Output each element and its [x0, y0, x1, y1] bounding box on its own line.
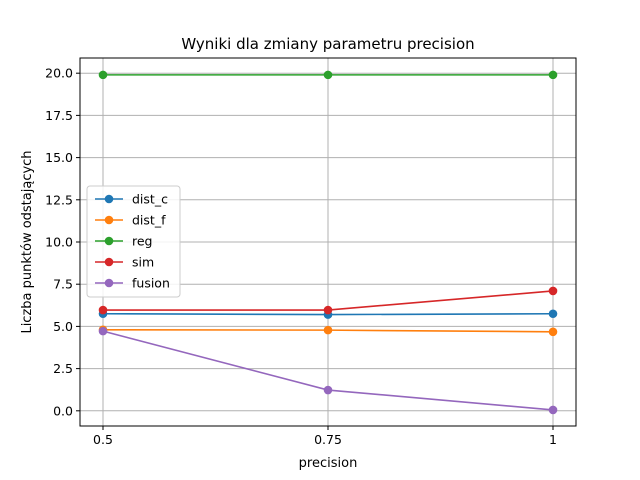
- x-tick-label: 0.75: [314, 432, 342, 447]
- y-tick-label: 12.5: [45, 192, 73, 207]
- y-tick-label: 10.0: [45, 235, 73, 250]
- legend-label-dist_f: dist_f: [132, 213, 166, 228]
- data-point-fusion: [98, 326, 108, 336]
- legend-marker-sim: [104, 257, 114, 267]
- y-tick-label: 17.5: [45, 108, 73, 123]
- data-point-sim: [323, 305, 333, 315]
- legend-marker-dist_f: [104, 215, 114, 225]
- data-point-sim: [548, 286, 558, 296]
- y-tick-label: 0.0: [53, 403, 73, 418]
- y-axis-label: Liczba punktów odstających: [20, 150, 35, 333]
- y-tick-label: 2.5: [53, 361, 73, 376]
- data-point-fusion: [548, 405, 558, 415]
- legend-label-dist_c: dist_c: [132, 192, 168, 207]
- data-point-reg: [548, 70, 558, 80]
- legend-marker-fusion: [104, 278, 114, 288]
- y-tick-label: 7.5: [53, 277, 73, 292]
- legend-box: [86, 185, 181, 298]
- data-point-reg: [323, 70, 333, 80]
- data-point-dist_f: [323, 325, 333, 335]
- data-point-fusion: [323, 385, 333, 395]
- y-tick-label: 5.0: [53, 319, 73, 334]
- x-tick-label: 0.5: [93, 432, 113, 447]
- legend-label-reg: reg: [132, 234, 153, 249]
- data-point-dist_f: [548, 327, 558, 337]
- series-layer: [98, 70, 558, 415]
- ticks: 0.5 0.75 10.02.55.07.510.012.515.017.520.0: [45, 66, 557, 447]
- chart-title: Wyniki dla zmiany parametru precision: [181, 35, 474, 53]
- data-point-dist_c: [548, 309, 558, 319]
- y-tick-label: 15.0: [45, 150, 73, 165]
- x-tick-label: 1: [549, 432, 557, 447]
- legend-label-sim: sim: [132, 255, 154, 270]
- y-tick-label: 20.0: [45, 66, 73, 81]
- legend-marker-dist_c: [104, 194, 114, 204]
- legend-marker-reg: [104, 236, 114, 246]
- x-axis-label: precision: [299, 456, 358, 471]
- data-point-sim: [98, 305, 108, 315]
- legend-label-fusion: fusion: [132, 276, 170, 291]
- data-point-reg: [98, 70, 108, 80]
